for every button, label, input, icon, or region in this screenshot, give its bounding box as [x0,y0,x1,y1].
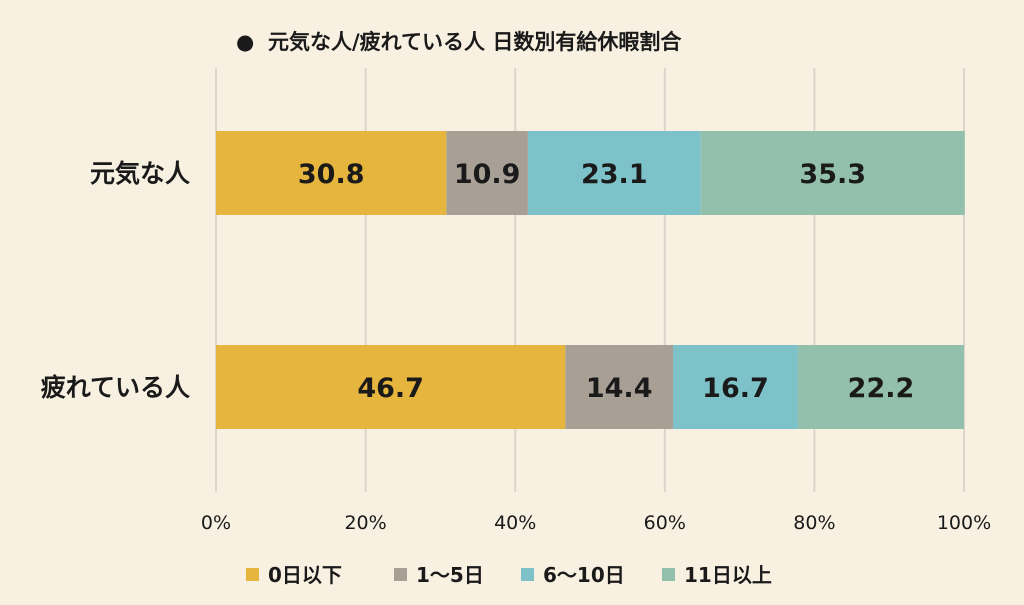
bar-segment [700,131,965,215]
x-tick-label: 20% [344,512,386,534]
bar-segment [216,345,566,429]
category-label: 元気な人 [90,159,190,188]
legend-swatch [662,568,675,581]
x-tick-label: 0% [201,512,231,534]
chart-title-group: ● 元気な人/疲れている人 日数別有給休暇割合 [236,30,682,54]
legend-label: 0日以下 [268,563,342,587]
bar-segment [216,131,447,215]
legend-swatch [246,568,259,581]
bar-segment [565,345,674,429]
data-label: 10.9 [454,159,521,190]
category-label: 疲れている人 [41,373,190,402]
legend-swatch [521,568,534,581]
x-tick-label: 40% [494,512,536,534]
data-label: 23.1 [581,159,648,190]
legend-swatch [394,568,407,581]
data-label: 35.3 [799,159,866,190]
data-label: 30.8 [298,159,365,190]
x-tick-label: 80% [793,512,835,534]
data-label: 46.7 [357,373,424,404]
bar-segment [446,131,528,215]
bar-segment [797,345,964,429]
chart-title: 元気な人/疲れている人 日数別有給休暇割合 [268,30,682,54]
legend-label: 11日以上 [684,563,772,587]
x-tick-label: 60% [644,512,686,534]
bars: 30.8 10.9 23.1 35.3 46.7 14.4 16.7 22.2 [216,131,965,429]
bar-segment [673,345,798,429]
legend: 0日以下 1〜5日 6〜10日 11日以上 [246,563,772,587]
legend-label: 1〜5日 [416,563,484,587]
data-label: 22.2 [848,373,915,404]
data-label: 14.4 [586,373,653,404]
title-bullet: ● [236,30,254,54]
data-label: 16.7 [702,373,769,404]
x-tick-label: 100% [937,512,991,534]
legend-label: 6〜10日 [543,563,625,587]
x-axis-tick-labels: 0% 20% 40% 60% 80% 100% [201,512,991,534]
bar-segment [527,131,701,215]
